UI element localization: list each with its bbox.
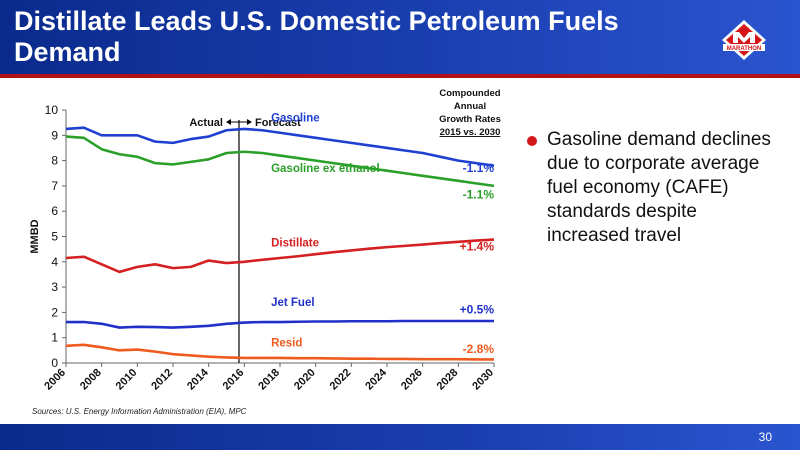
growth-header-line: Annual: [454, 101, 486, 112]
x-tick-label: 2012: [149, 367, 175, 393]
y-tick-label: 3: [51, 280, 58, 294]
growth-rate-jet-fuel: +0.5%: [460, 303, 495, 317]
series-label-jet-fuel: Jet Fuel: [271, 297, 314, 309]
series-line-distillate: [65, 238, 495, 274]
page-number: 30: [758, 430, 772, 444]
footer-bar: [0, 424, 800, 450]
y-tick-label: 6: [51, 204, 58, 218]
right-arrow-icon: [246, 119, 252, 125]
left-arrow-icon: [225, 119, 231, 125]
growth-rate-gasoline: -1.1%: [463, 161, 495, 175]
x-tick-label: 2016: [221, 367, 247, 393]
growth-header-line: 2015 vs. 2030: [440, 127, 501, 138]
logo-text: MARATHON: [727, 46, 762, 52]
y-tick-label: 8: [51, 154, 58, 168]
series-line-resid: [65, 343, 494, 361]
marathon-logo: MARATHON: [722, 20, 766, 60]
growth-header-line: Growth Rates: [439, 114, 501, 125]
x-tick-label: 2006: [42, 367, 68, 393]
series-label-gasoline: Gasoline: [271, 112, 320, 124]
bullet-text: Gasoline demand declines due to corporat…: [547, 129, 771, 246]
bullet-point: Gasoline demand declines due to corporat…: [527, 128, 782, 248]
x-tick-label: 2020: [292, 367, 318, 393]
series-label-distillate: Distillate: [271, 238, 319, 250]
growth-rate-resid: -2.8%: [463, 342, 495, 356]
x-tick-label: 2024: [363, 366, 389, 392]
y-tick-label: 1: [51, 331, 58, 345]
y-tick-label: 10: [45, 103, 59, 117]
x-tick-label: 2022: [328, 367, 354, 393]
y-axis-label: MMBD: [29, 219, 41, 253]
y-tick-label: 5: [51, 230, 58, 244]
series-line-jet-fuel: [66, 319, 494, 329]
growth-rate-distillate: +1.4%: [460, 239, 495, 253]
growth-header-line: Compounded: [439, 88, 500, 99]
y-tick-label: 0: [51, 356, 58, 370]
series-line-gasoline: [65, 126, 495, 167]
x-tick-label: 2008: [78, 367, 104, 393]
header-bar: [0, 0, 800, 74]
header-divider: [0, 74, 800, 78]
actual-label: Actual: [189, 117, 223, 129]
y-tick-label: 4: [51, 255, 58, 269]
demand-line-chart: 0 1 2 3 4 5 6 7 8 9 10 2006 2008 2010 2012 2014 2016 2018…: [29, 88, 501, 393]
y-tick-label: 2: [51, 305, 58, 319]
x-tick-label: 2026: [399, 367, 425, 393]
y-tick-label: 9: [51, 128, 58, 142]
x-tick-label: 2030: [470, 367, 496, 393]
x-tick-label: 2028: [435, 367, 461, 393]
series-line-gasoline-ex-ethanol: [65, 135, 495, 188]
y-tick-label: 7: [51, 179, 58, 193]
bullet-icon: [527, 136, 537, 146]
sources-note: Sources: U.S. Energy Information Adminis…: [32, 407, 247, 416]
series-label-gasoline-ex-ethanol: Gasoline ex ethanol: [271, 163, 380, 175]
slide-title: Distillate Leads U.S. Domestic Petroleum…: [14, 6, 619, 67]
growth-rate-gasoline-ex-ethanol: -1.1%: [463, 188, 495, 202]
x-tick-label: 2010: [114, 367, 140, 393]
x-tick-label: 2018: [256, 367, 282, 393]
series-label-resid: Resid: [271, 338, 302, 350]
x-tick-label: 2014: [185, 366, 211, 392]
forecast-label: Forecast: [255, 117, 301, 129]
